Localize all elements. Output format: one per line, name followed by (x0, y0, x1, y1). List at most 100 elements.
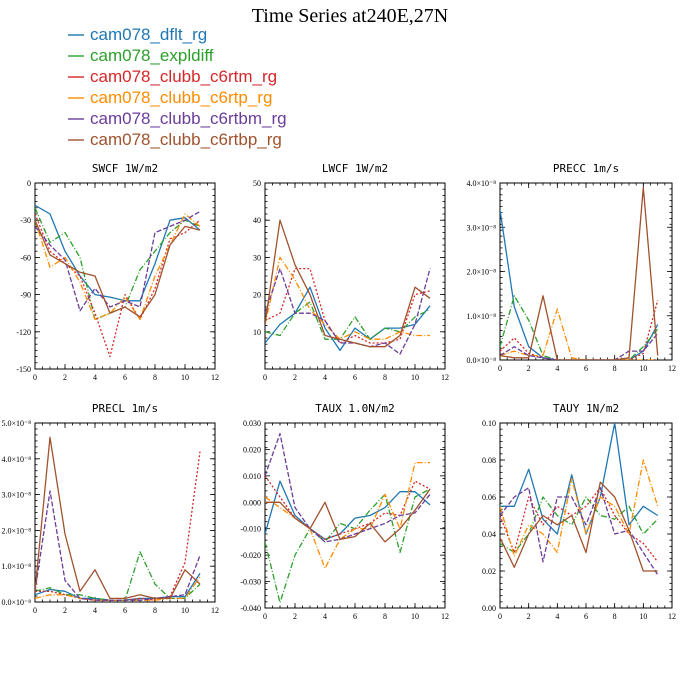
y-tick-label: -0.010 (240, 525, 261, 534)
y-tick-label: 2.0×10⁻⁸ (466, 268, 496, 277)
series-line-cam078-expldiff (265, 301, 431, 340)
y-tick-label: 1.0×10⁻⁸ (1, 562, 31, 571)
series-line-cam078-clubb-c6rtbp-rg (35, 436, 201, 600)
x-tick-label: 4 (323, 373, 327, 382)
series-line-cam078-dflt-rg (500, 209, 659, 360)
series-line-cam078-clubb-c6rtp-rg (265, 256, 430, 340)
panel-title: TAUY 1N/m2 (553, 402, 619, 415)
series-line-cam078-clubb-c6rtbp-rg (265, 488, 431, 543)
x-tick-label: 0 (263, 612, 267, 621)
x-tick-label: 0 (33, 373, 37, 382)
legend-entry: cam078_clubb_c6rtp_rg (90, 88, 272, 107)
x-tick-label: 10 (639, 364, 647, 373)
panel-title: TAUX 1.0N/m2 (315, 402, 394, 415)
y-tick-label: 4.0×10⁻⁸ (466, 179, 496, 188)
x-tick-label: 8 (383, 373, 387, 382)
x-tick-label: 6 (353, 373, 357, 382)
series-group (500, 423, 659, 576)
y-tick-label: 3.0×10⁻⁸ (466, 223, 496, 232)
series-line-cam078-clubb-c6rtp-rg (500, 459, 659, 557)
y-tick-label: -30 (20, 216, 31, 225)
y-tick-label: 0.000 (243, 498, 261, 507)
y-tick-label: 0.0×10⁻⁸ (1, 598, 31, 607)
legend-entry: cam078_clubb_c6rtm_rg (90, 67, 277, 86)
series-line-cam078-clubb-c6rtm-rg (265, 267, 431, 344)
y-tick-label: -120 (16, 328, 31, 337)
x-tick-label: 0 (498, 612, 502, 621)
x-tick-label: 12 (668, 612, 676, 621)
y-tick-label: 0.06 (482, 493, 496, 502)
y-tick-label: 0.08 (482, 456, 496, 465)
series-line-cam078-clubb-c6rtbm-rg (500, 332, 659, 360)
y-tick-label: -60 (20, 253, 31, 262)
series-line-cam078-clubb-c6rtm-rg (500, 487, 659, 563)
series-line-cam078-clubb-c6rtbm-rg (35, 210, 201, 312)
series-line-cam078-clubb-c6rtbm-rg (35, 490, 201, 601)
y-tick-label: 40 (253, 216, 261, 225)
legend-entry: cam078_clubb_c6rtbp_rg (90, 130, 282, 149)
x-tick-label: 2 (293, 612, 297, 621)
series-group (500, 186, 659, 360)
series-line-cam078-clubb-c6rtbp-rg (500, 481, 658, 572)
x-tick-label: 0 (263, 373, 267, 382)
x-tick-label: 6 (584, 364, 588, 373)
panel-title: SWCF 1W/m2 (92, 162, 158, 175)
chart-panel: SWCF 1W/m2 0 2 4 6 8 10 12 -150 -120 -90 -60 -30 0 (16, 162, 219, 382)
series-line-cam078-expldiff (35, 207, 201, 321)
panel-title: PRECL 1m/s (92, 402, 158, 415)
x-tick-label: 2 (527, 364, 531, 373)
x-tick-label: 2 (527, 612, 531, 621)
chart-panel: PRECC 1m/s 0 2 4 6 8 10 12 0.0×10⁻⁸ 1.0×10⁻⁸ 2.0×1… (466, 162, 676, 373)
x-tick-label: 6 (123, 606, 127, 615)
x-tick-label: 6 (584, 612, 588, 621)
plot-frame (34, 182, 216, 370)
chart-panel: PRECL 1m/s 0 2 4 6 8 10 12 0.0×10⁻⁸ 1.0×10⁻⁸ 2.0×1… (1, 402, 219, 615)
x-tick-label: 10 (411, 612, 419, 621)
x-tick-label: 8 (153, 373, 157, 382)
y-tick-label: 0.0×10⁻⁸ (466, 356, 496, 365)
series-line-cam078-clubb-c6rtp-rg (265, 461, 430, 570)
series-line-cam078-clubb-c6rtbp-rg (500, 186, 659, 360)
y-tick-label: 0.010 (243, 472, 261, 481)
series-line-cam078-expldiff (500, 295, 659, 360)
series-line-cam078-clubb-c6rtm-rg (265, 475, 431, 540)
x-tick-label: 12 (441, 612, 449, 621)
y-tick-label: 4.0×10⁻⁸ (1, 455, 31, 464)
series-group (35, 436, 201, 601)
x-tick-label: 2 (63, 373, 67, 382)
y-tick-label: -150 (16, 365, 31, 374)
panel-title: LWCF 1W/m2 (322, 162, 388, 175)
series-line-cam078-clubb-c6rtbm-rg (265, 267, 431, 355)
series-line-cam078-dflt-rg (265, 480, 431, 540)
x-tick-label: 10 (639, 612, 647, 621)
y-tick-label: -0.020 (240, 551, 261, 560)
x-tick-label: 4 (93, 606, 97, 615)
x-tick-label: 6 (353, 612, 357, 621)
y-tick-label: 50 (253, 179, 261, 188)
series-line-cam078-clubb-c6rtbp-rg (35, 219, 201, 318)
chart-panels: SWCF 1W/m20 2 4 6 8 10 12-150-120-90-60-300LWC… (1, 162, 676, 621)
plot-frame (499, 422, 673, 609)
y-tick-label: 2.0×10⁻⁸ (1, 526, 31, 535)
x-tick-label: 12 (211, 373, 219, 382)
series-group (265, 432, 431, 604)
x-tick-label: 12 (668, 364, 676, 373)
series-line-cam078-clubb-c6rtbp-rg (265, 219, 431, 348)
x-tick-label: 10 (181, 373, 189, 382)
x-tick-label: 6 (123, 373, 127, 382)
x-tick-label: 2 (63, 606, 67, 615)
series-line-cam078-clubb-c6rtm-rg (500, 300, 659, 360)
x-tick-label: 12 (211, 606, 219, 615)
x-tick-label: 4 (555, 612, 559, 621)
x-tick-label: 0 (33, 606, 37, 615)
x-tick-label: 0 (498, 364, 502, 373)
series-line-cam078-clubb-c6rtp-rg (35, 213, 201, 321)
y-tick-label: 0 (27, 179, 31, 188)
series-line-cam078-clubb-c6rtbm-rg (265, 432, 431, 543)
plot-frame (499, 182, 673, 361)
y-tick-label: -0.040 (240, 604, 261, 613)
y-tick-label: 0.020 (243, 445, 261, 454)
series-line-cam078-dflt-rg (35, 204, 201, 302)
y-tick-label: 3.0×10⁻⁸ (1, 491, 31, 500)
